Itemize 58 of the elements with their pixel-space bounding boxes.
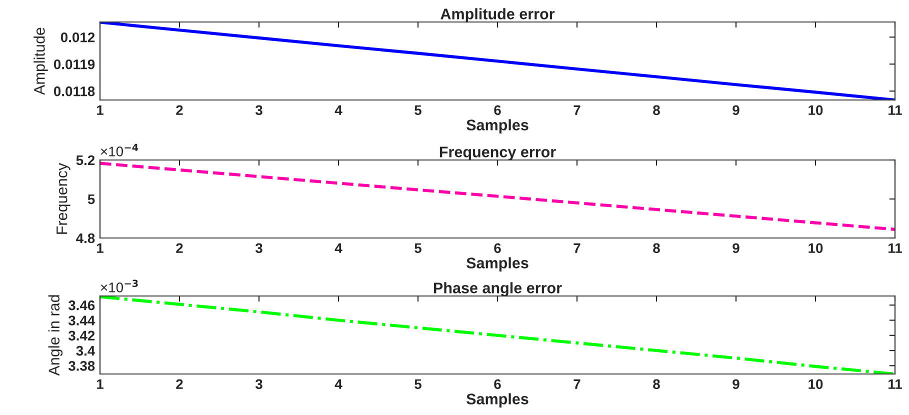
y-tick-label: 3.44: [68, 316, 96, 326]
x-tick-label: 5: [414, 105, 422, 116]
x-tick-label: 2: [176, 379, 183, 389]
x-tick-label: 7: [574, 105, 580, 115]
x-tick-label: 9: [732, 243, 740, 254]
y-tick-label: 3.42: [68, 330, 95, 341]
x-tick-label: 3: [255, 379, 262, 390]
x-tick-label: 3: [255, 105, 262, 116]
y-tick-label: 0.012: [60, 32, 95, 42]
x-axis-title: Samples: [466, 257, 528, 272]
x-tick-label: 5: [414, 379, 422, 390]
x-tick-label: 9: [732, 105, 740, 116]
y-tick-label: 4.8: [76, 233, 95, 244]
x-tick-label: 2: [176, 105, 183, 115]
x-tick-label: 8: [653, 379, 660, 390]
y-tick-label: 3.4: [76, 346, 96, 356]
y-tick-label: 0.0119: [54, 59, 95, 70]
x-tick-label: 4: [334, 379, 342, 389]
chart-title: Amplitude error: [440, 8, 555, 22]
x-tick-label: 2: [176, 243, 183, 253]
text: ×10$^{−4}$: [100, 144, 138, 156]
y-axis-title: Frequency: [56, 162, 70, 234]
y-tick-label: 0.0118: [54, 86, 95, 96]
x-tick-label: 4: [334, 105, 342, 115]
y-axis-title: Angle in rad: [48, 295, 63, 376]
y-tick-label: 3.38: [68, 361, 95, 371]
chart-title: Frequency error: [440, 146, 556, 160]
line-series: [100, 162, 895, 231]
x-tick-label: 3: [255, 243, 262, 254]
text: ×10$^{−3}$: [100, 280, 138, 292]
y-tick-label: 3.46: [68, 300, 95, 310]
x-tick-label: 4: [334, 243, 342, 253]
y-tick-label: 5.2: [76, 155, 95, 166]
x-tick-label: 11: [888, 243, 902, 253]
x-tick-label: 5: [414, 243, 422, 254]
x-tick-label: 6: [494, 243, 501, 254]
x-tick-label: 11: [888, 379, 902, 389]
x-tick-label: 8: [653, 243, 660, 254]
x-axis-title: Samples: [466, 393, 528, 408]
x-tick-label: 6: [494, 379, 501, 390]
x-axis-title: Samples: [466, 119, 528, 134]
y-axis-title: Amplitude: [34, 28, 48, 95]
y-tick-label: 5: [88, 194, 95, 204]
x-tick-label: 10: [808, 105, 823, 116]
x-tick-label: 1: [97, 379, 104, 389]
x-tick-label: 7: [574, 379, 580, 389]
line-series: [100, 22, 895, 100]
chart-title: Phase angle error: [434, 282, 562, 296]
x-tick-label: 7: [574, 243, 580, 253]
line-series: [100, 296, 895, 374]
x-tick-label: 6: [494, 105, 501, 116]
x-tick-label: 10: [808, 243, 823, 254]
x-tick-label: 8: [653, 105, 660, 116]
x-tick-label: 1: [97, 243, 104, 253]
x-tick-label: 11: [888, 105, 902, 115]
x-tick-label: 9: [732, 379, 740, 390]
x-tick-label: 10: [808, 379, 823, 390]
x-tick-label: 1: [97, 105, 104, 115]
